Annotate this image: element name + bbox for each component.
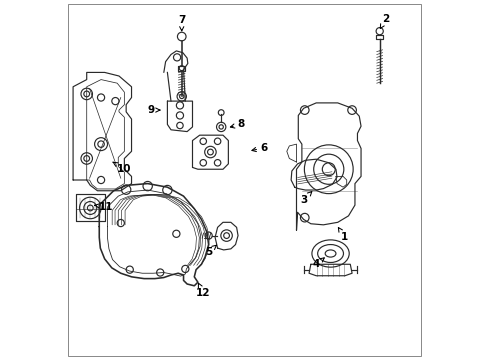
Text: 6: 6 — [251, 143, 267, 153]
Text: 2: 2 — [380, 14, 389, 28]
Text: 9: 9 — [147, 105, 160, 115]
Text: 7: 7 — [178, 15, 185, 31]
Text: 8: 8 — [230, 120, 244, 129]
Text: 11: 11 — [95, 202, 113, 212]
Text: 3: 3 — [300, 192, 311, 205]
Text: 12: 12 — [196, 283, 210, 298]
Text: 1: 1 — [338, 228, 348, 242]
Text: 4: 4 — [312, 258, 324, 269]
Text: 10: 10 — [113, 162, 131, 174]
Text: 5: 5 — [204, 245, 216, 257]
